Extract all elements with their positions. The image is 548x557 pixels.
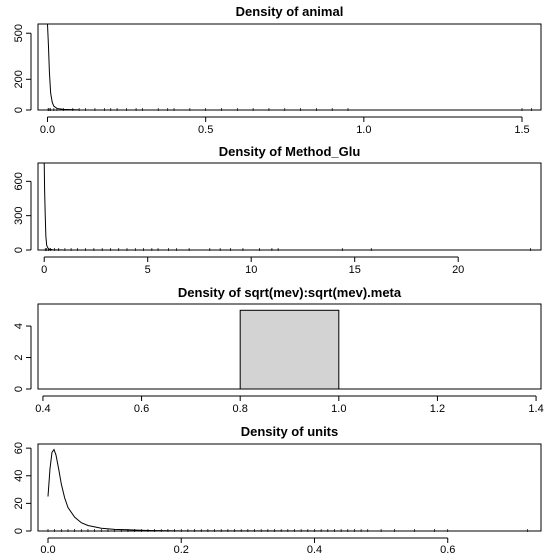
- x-tick-label: 1.5: [514, 124, 529, 136]
- x-tick-label: 0.5: [198, 124, 213, 136]
- x-tick-label: 0.2: [174, 544, 189, 556]
- chart-title: Density of sqrt(mev):sqrt(mev).meta: [178, 285, 402, 300]
- x-tick-label: 0.6: [134, 403, 149, 415]
- chart-panel-1: Density of animal 0.0 0.5 1.0 1.5 0 200 500: [13, 4, 542, 136]
- plot-frame: [37, 23, 542, 111]
- plot-frame: [37, 162, 542, 251]
- x-tick-label: 20: [452, 264, 464, 276]
- plot-frame: [37, 443, 542, 532]
- y-tick-label: 20: [13, 497, 25, 509]
- y-tick-label: 0: [13, 386, 25, 392]
- y-tick-label: 4: [13, 323, 25, 329]
- x-tick-label: 5: [145, 264, 151, 276]
- x-tick-label: 1.0: [331, 403, 346, 415]
- y-tick-label: 0: [13, 247, 25, 253]
- chart-title: Density of Method_Glu: [219, 144, 361, 159]
- y-tick-label: 0: [13, 528, 25, 534]
- x-tick-label: 1.2: [430, 403, 445, 415]
- y-tick-label: 600: [13, 172, 25, 190]
- chart-panel-2: Density of Method_Glu 0 5 10 15 20 0 300 600: [13, 144, 542, 276]
- chart-title: Density of animal: [236, 4, 344, 19]
- y-tick-label: 60: [13, 442, 25, 454]
- x-tick-label: 1.0: [356, 124, 371, 136]
- y-tick-label: 40: [13, 470, 25, 482]
- x-tick-label: 15: [349, 264, 361, 276]
- density-bar: [239, 309, 340, 390]
- density-line: [43, 162, 531, 251]
- density-line: [47, 448, 535, 532]
- y-tick-label: 2: [13, 354, 25, 360]
- y-tick-label: 300: [13, 206, 25, 224]
- x-tick-label: 10: [245, 264, 257, 276]
- x-tick-label: 0.0: [40, 544, 55, 556]
- x-tick-label: 1.4: [528, 403, 543, 415]
- chart-panel-4: Density of units 0.0 0.2 0.4 0.6 0 20 40 60: [13, 424, 542, 556]
- x-tick-label: 0.8: [233, 403, 248, 415]
- x-tick-label: 0: [41, 264, 47, 276]
- x-tick-label: 0.4: [307, 544, 322, 556]
- density-line: [46, 23, 532, 111]
- chart-panel-3: Density of sqrt(mev):sqrt(mev).meta 0.4 0.…: [13, 285, 544, 415]
- x-tick-label: 0.4: [35, 403, 50, 415]
- y-tick-label: 0: [13, 107, 25, 113]
- y-tick-label: 500: [13, 24, 25, 42]
- x-tick-label: 0.6: [440, 544, 455, 556]
- chart-title: Density of units: [241, 424, 339, 439]
- y-tick-label: 200: [13, 70, 25, 88]
- x-tick-label: 0.0: [40, 124, 55, 136]
